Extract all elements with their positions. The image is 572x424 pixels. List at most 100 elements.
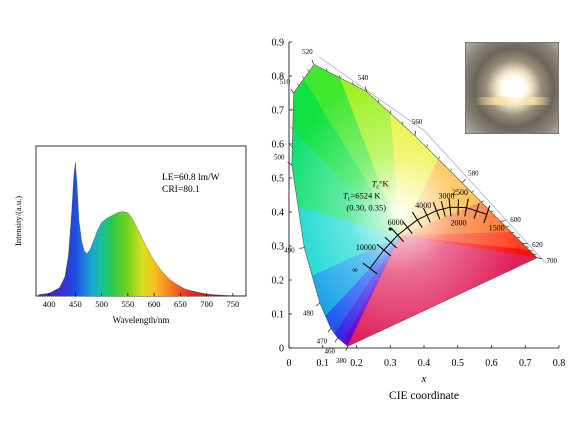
spectral-locus-tick [327, 328, 332, 333]
temperature-label: 10000 [356, 243, 376, 252]
cie-y-tick-label: 0 [279, 344, 284, 355]
spectral-locus-outer-line [319, 57, 546, 264]
chromaticity-coordinate-annotation: (0.30, 0.35) [346, 202, 386, 212]
spectrum-line [38, 162, 247, 297]
wavelength-label: 580 [468, 170, 479, 178]
cie-y-tick-label: 0.9 [272, 38, 285, 49]
isotherm-line [391, 228, 405, 243]
spectral-locus-minor-tick [438, 156, 441, 160]
temperature-label: 2500 [452, 188, 468, 197]
spectral-locus-tick [290, 88, 294, 94]
spectral-locus-minor-tick [290, 126, 293, 130]
cie-caption: CIE coordinate [389, 390, 459, 402]
spectrum-x-ticks: 400 450 500 550 600 650 700 750 [43, 293, 240, 309]
isotherm-line [376, 243, 392, 257]
spectral-locus-minor-tick [352, 81, 354, 85]
spectral-locus-tick [311, 59, 315, 65]
spectral-locus-tick [299, 247, 305, 249]
led-photo-reflection [474, 97, 552, 105]
cie-x-tick-label: 0.6 [485, 358, 498, 369]
spectral-locus-tick [461, 179, 466, 183]
cie-x-axis-label: x [421, 373, 427, 385]
spectral-locus-minor-tick [481, 200, 485, 203]
isotherm-line [483, 205, 491, 224]
wavelength-label: 500 [274, 154, 285, 162]
cct-symbol: T [343, 190, 349, 200]
spectrum-x-tick-label: 450 [69, 299, 82, 309]
isotherm-line [448, 198, 452, 217]
spectrum-x-tick-label: 550 [122, 299, 135, 309]
cie-x-tick-label: 0 [287, 358, 292, 369]
isotherm-line [422, 207, 431, 223]
spectrum-x-tick-label: 600 [148, 299, 161, 309]
wavelength-label: 380 [336, 357, 347, 365]
spectrum-y-label: Intensity/(a.u.) [13, 196, 23, 246]
cie-y-tick-label: 0.7 [272, 106, 285, 117]
spectral-locus-tick [536, 257, 542, 259]
spectrum-annotation-cri: CRI=80.1 [162, 185, 200, 195]
spectral-locus-minor-tick [471, 190, 475, 193]
wavelength-label: 470 [317, 337, 328, 345]
spectrum-panel: 400 450 500 550 600 650 700 750 LE=60.8 lm/W CR… [13, 145, 247, 325]
isotherm-line [473, 203, 480, 219]
spectral-locus-tick [414, 130, 416, 136]
spectrum-x-tick-label: 700 [200, 299, 213, 309]
cie-color-fill [291, 64, 537, 347]
temperature-symbol: T [372, 179, 378, 189]
wavelength-label: 520 [302, 48, 313, 56]
cie-x-tick-label: 0.1 [317, 358, 330, 369]
spectral-locus-tick [365, 86, 367, 92]
cie-y-tick-label: 0.8 [272, 72, 285, 83]
spectral-locus-tick [315, 302, 321, 307]
temperature-label: 6000 [388, 218, 404, 227]
wavelength-label: 540 [358, 74, 369, 82]
spectrum-x-tick-label: 750 [227, 299, 240, 309]
planckian-isotherms [362, 198, 491, 275]
spectral-locus-minor-tick [338, 75, 341, 79]
temperature-unit: °K [379, 179, 389, 189]
wavelength-label: 510 [279, 78, 290, 86]
chromaticity-point [388, 227, 392, 231]
led-photo [465, 42, 559, 134]
temperature-label: 3000 [438, 192, 454, 201]
cie-y-tick-label: 0.1 [272, 310, 285, 321]
spectrum-annotation-le: LE=60.8 lm/W [162, 173, 220, 183]
wavelength-label: 460 [324, 348, 335, 356]
spectral-locus-tick [287, 161, 292, 166]
cie-y-tick-label: 0.3 [272, 242, 285, 253]
isotherm-line [464, 198, 469, 217]
temperature-label: 1500 [489, 223, 505, 232]
spectral-locus-ticks [287, 59, 542, 351]
isotherm-line [402, 220, 413, 235]
cie-x-tick-label: 0.3 [384, 358, 397, 369]
spectrum-x-label: Wavelength/nm [113, 315, 170, 325]
spectral-locus-tick [345, 346, 349, 351]
temperature-unit-annotation: Tc°K [372, 179, 390, 191]
temperature-label: 4000 [415, 201, 431, 210]
spectral-locus-minor-tick [450, 168, 453, 171]
spectral-locus-minor-tick [291, 108, 294, 112]
cct-annotation: Tc=6524 K [343, 190, 381, 202]
wavelength-label: 480 [303, 309, 314, 317]
cct-value: =6524 K [350, 190, 381, 200]
isotherm-line [384, 236, 397, 249]
spectral-locus-minor-tick [490, 210, 494, 212]
cie-x-tick-label: 0.2 [350, 358, 363, 369]
spectral-locus-minor-tick [289, 144, 293, 148]
cie-y-tick-label: 0.6 [272, 140, 285, 151]
spectral-locus-minor-tick [296, 83, 299, 86]
cie-y-tick-label: 0.2 [272, 276, 285, 287]
temperature-subscript: c [376, 185, 379, 191]
isotherm-line [362, 262, 378, 275]
wavelength-label: 620 [532, 241, 543, 249]
spectral-locus-minor-tick [302, 76, 305, 79]
isotherm-line [440, 201, 446, 217]
cie-x-tick-label: 0.4 [418, 358, 431, 369]
cie-x-tick-label: 0.8 [553, 358, 566, 369]
wavelength-label: 700 [547, 257, 558, 265]
spectral-locus [291, 64, 538, 347]
wavelength-label: 560 [412, 118, 423, 126]
temperature-label: ∞ [352, 265, 358, 274]
